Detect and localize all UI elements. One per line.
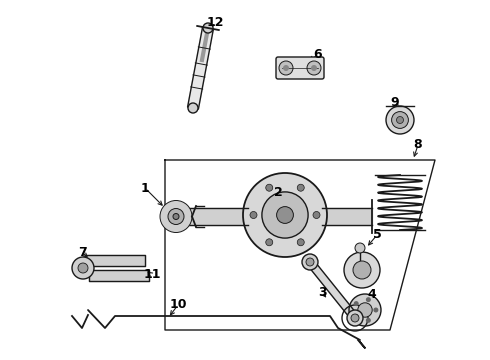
Text: 4: 4 xyxy=(368,288,376,302)
Circle shape xyxy=(354,314,359,319)
Text: 3: 3 xyxy=(318,285,326,298)
Circle shape xyxy=(392,112,408,129)
Circle shape xyxy=(351,314,359,322)
Circle shape xyxy=(306,258,314,266)
Polygon shape xyxy=(307,260,358,320)
Circle shape xyxy=(313,211,320,219)
Circle shape xyxy=(266,184,273,191)
Circle shape xyxy=(307,61,321,75)
Text: 12: 12 xyxy=(206,15,224,28)
Text: 9: 9 xyxy=(391,96,399,109)
Text: 8: 8 xyxy=(414,139,422,152)
Text: 7: 7 xyxy=(77,246,86,258)
Circle shape xyxy=(344,252,380,288)
Circle shape xyxy=(386,106,414,134)
Circle shape xyxy=(373,307,378,312)
Polygon shape xyxy=(89,270,149,281)
Circle shape xyxy=(366,318,371,323)
Circle shape xyxy=(188,103,198,113)
Circle shape xyxy=(78,263,88,273)
Circle shape xyxy=(203,23,213,33)
Polygon shape xyxy=(182,208,248,225)
Text: 5: 5 xyxy=(372,229,381,242)
Circle shape xyxy=(266,239,273,246)
Polygon shape xyxy=(322,208,372,225)
Text: 1: 1 xyxy=(141,181,149,194)
Polygon shape xyxy=(85,255,145,266)
Circle shape xyxy=(243,173,327,257)
Circle shape xyxy=(168,208,184,225)
FancyBboxPatch shape xyxy=(276,57,324,79)
Circle shape xyxy=(358,303,372,317)
Circle shape xyxy=(72,257,94,279)
Text: 6: 6 xyxy=(314,49,322,62)
Circle shape xyxy=(160,201,192,233)
Circle shape xyxy=(297,239,304,246)
Circle shape xyxy=(279,61,293,75)
Circle shape xyxy=(262,192,308,238)
Circle shape xyxy=(297,184,304,191)
Circle shape xyxy=(347,310,363,326)
Circle shape xyxy=(353,261,371,279)
Circle shape xyxy=(354,301,359,306)
Text: 2: 2 xyxy=(273,186,282,199)
Circle shape xyxy=(250,211,257,219)
Circle shape xyxy=(349,294,381,326)
Text: 11: 11 xyxy=(143,269,161,282)
Circle shape xyxy=(355,243,365,253)
Circle shape xyxy=(366,297,371,302)
Circle shape xyxy=(283,65,289,71)
Polygon shape xyxy=(188,27,214,109)
Circle shape xyxy=(396,117,403,123)
Text: 10: 10 xyxy=(169,298,187,311)
Circle shape xyxy=(276,207,294,224)
Circle shape xyxy=(173,213,179,220)
Circle shape xyxy=(302,254,318,270)
Circle shape xyxy=(311,65,317,71)
